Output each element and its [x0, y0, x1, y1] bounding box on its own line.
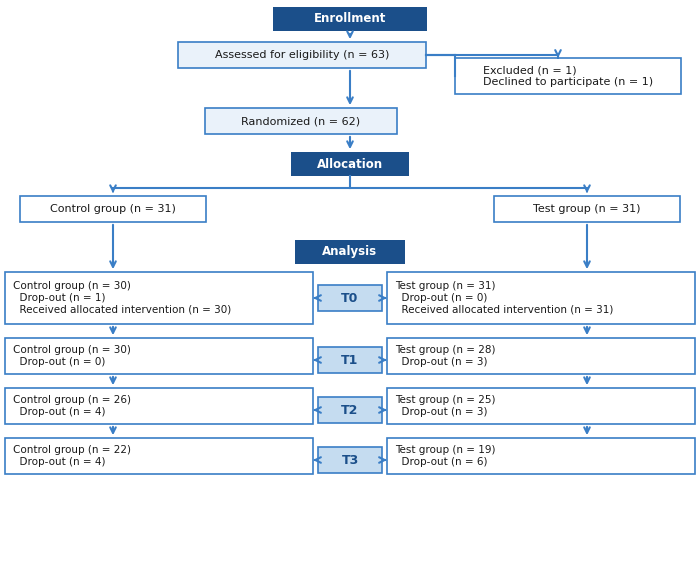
Text: Test group (n = 31)
  Drop-out (n = 0)
  Received allocated intervention (n = 31: Test group (n = 31) Drop-out (n = 0) Rec…: [395, 281, 613, 315]
Bar: [318, 447, 382, 473]
Bar: [295, 240, 405, 264]
Bar: [291, 152, 409, 176]
Bar: [494, 196, 680, 222]
Bar: [387, 388, 695, 424]
Text: Analysis: Analysis: [323, 245, 377, 258]
Text: Test group (n = 31): Test group (n = 31): [533, 204, 640, 214]
Bar: [387, 338, 695, 374]
Bar: [387, 272, 695, 324]
Bar: [5, 388, 313, 424]
Bar: [387, 438, 695, 474]
Bar: [455, 58, 681, 94]
Text: T3: T3: [342, 454, 358, 467]
Text: Test group (n = 28)
  Drop-out (n = 3): Test group (n = 28) Drop-out (n = 3): [395, 345, 496, 367]
Text: Test group (n = 19)
  Drop-out (n = 6): Test group (n = 19) Drop-out (n = 6): [395, 445, 496, 467]
Text: Control group (n = 30)
  Drop-out (n = 1)
  Received allocated intervention (n =: Control group (n = 30) Drop-out (n = 1) …: [13, 281, 231, 315]
Text: Control group (n = 22)
  Drop-out (n = 4): Control group (n = 22) Drop-out (n = 4): [13, 445, 131, 467]
Text: Allocation: Allocation: [317, 157, 383, 170]
Bar: [205, 108, 397, 134]
Bar: [20, 196, 206, 222]
Bar: [318, 397, 382, 423]
Bar: [5, 438, 313, 474]
Text: Randomized (n = 62): Randomized (n = 62): [241, 116, 360, 126]
Bar: [318, 285, 382, 311]
Bar: [178, 42, 426, 68]
Text: Excluded (n = 1)
Declined to participate (n = 1): Excluded (n = 1) Declined to participate…: [483, 65, 653, 87]
Text: Control group (n = 30)
  Drop-out (n = 0): Control group (n = 30) Drop-out (n = 0): [13, 345, 131, 367]
Text: T2: T2: [342, 403, 358, 417]
Bar: [318, 347, 382, 373]
Text: T1: T1: [342, 353, 358, 366]
Text: Control group (n = 26)
  Drop-out (n = 4): Control group (n = 26) Drop-out (n = 4): [13, 395, 131, 417]
Bar: [5, 338, 313, 374]
Text: T0: T0: [342, 292, 358, 305]
Text: Test group (n = 25)
  Drop-out (n = 3): Test group (n = 25) Drop-out (n = 3): [395, 395, 496, 417]
Text: Assessed for eligibility (n = 63): Assessed for eligibility (n = 63): [215, 50, 389, 60]
Text: Enrollment: Enrollment: [314, 12, 386, 25]
Bar: [273, 7, 427, 31]
Bar: [5, 272, 313, 324]
Text: Control group (n = 31): Control group (n = 31): [50, 204, 176, 214]
